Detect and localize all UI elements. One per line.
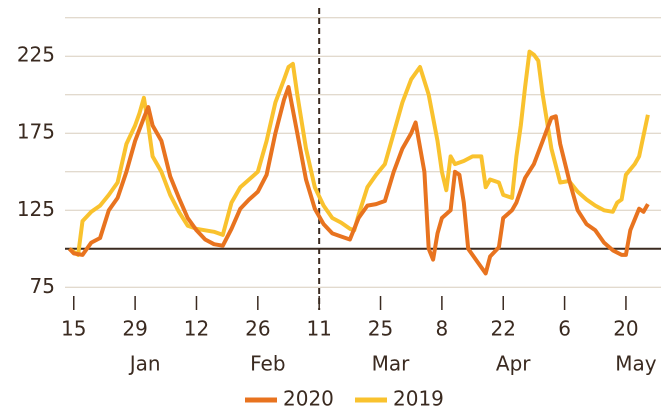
month-label: May (615, 352, 657, 376)
legend-label: 2019 (393, 387, 444, 411)
month-label: Feb (250, 352, 285, 376)
month-label: Jan (128, 352, 161, 376)
x-tick-label: 29 (122, 317, 147, 341)
x-tick-label: 25 (368, 317, 393, 341)
x-tick-label: 22 (491, 317, 516, 341)
x-tick-label: 11 (306, 317, 331, 341)
x-tick-label: 12 (184, 317, 209, 341)
series-line (68, 49, 650, 257)
y-tick-label: 125 (17, 197, 55, 221)
y-tick-label: 175 (17, 120, 55, 144)
month-label: Apr (496, 352, 531, 376)
x-tick-label: 15 (61, 317, 86, 341)
x-tick-label: 26 (245, 317, 270, 341)
y-tick-label: 75 (30, 274, 55, 298)
y-tick-label: 225 (17, 43, 55, 67)
x-tick-label: 20 (613, 317, 638, 341)
legend-label: 2020 (283, 387, 334, 411)
series-line (67, 85, 650, 276)
month-label: Mar (372, 352, 411, 376)
x-tick-label: 6 (558, 317, 571, 341)
x-tick-label: 8 (436, 317, 449, 341)
